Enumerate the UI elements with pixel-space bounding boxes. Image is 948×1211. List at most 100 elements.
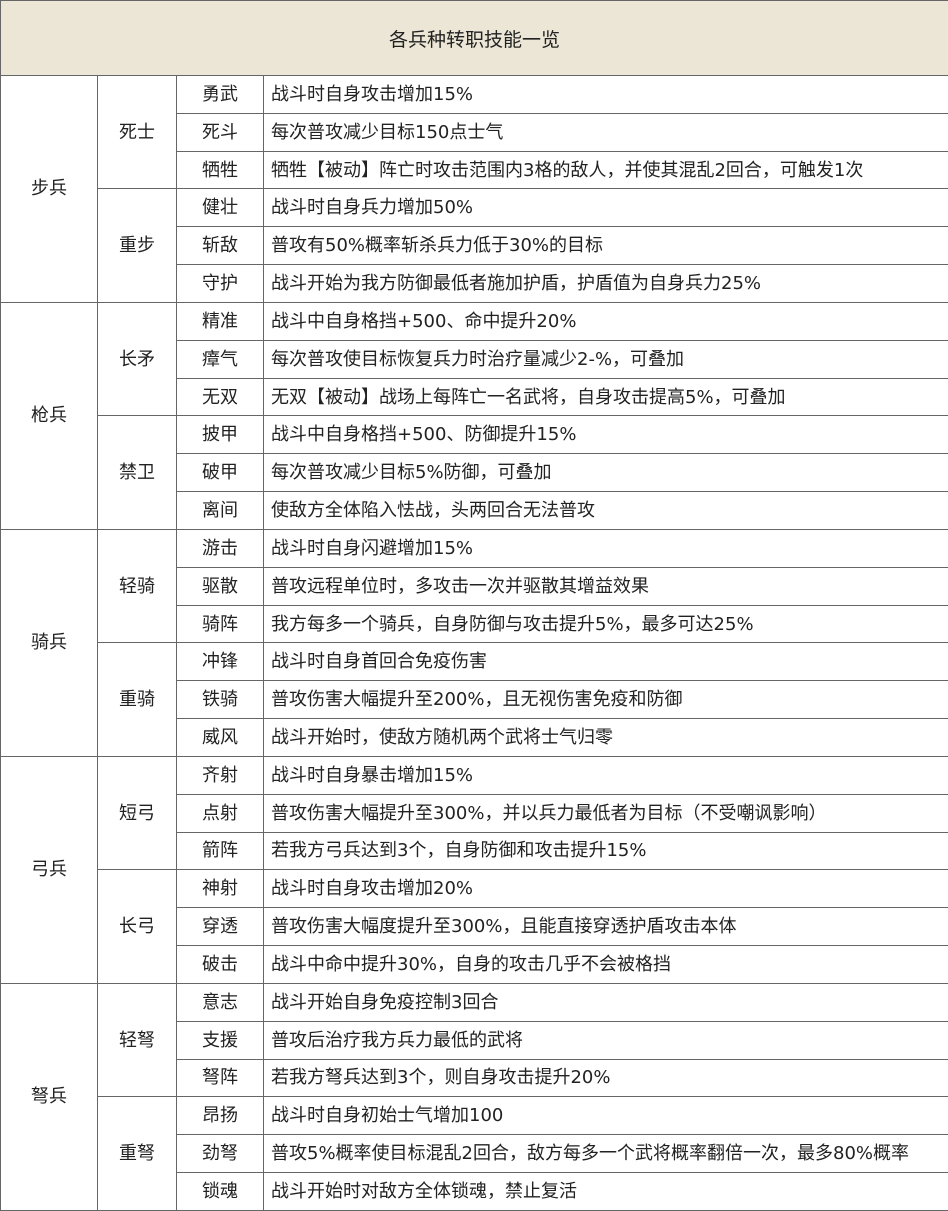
class-name: 长矛 xyxy=(97,301,177,417)
skill-row: 穿透 普攻伤害大幅度提升至300%，且能直接穿透护盾攻击本体 xyxy=(1,907,948,947)
class-name: 短弓 xyxy=(97,755,177,871)
skill-row: 无双 无双【被动】战场上每阵亡一名武将，自身攻击提高5%，可叠加 xyxy=(1,377,948,417)
troop-type: 弩兵 xyxy=(0,982,98,1211)
skill-desc: 使敌方全体陷入怯战，头两回合无法普攻 xyxy=(262,491,948,530)
skill-desc: 战斗时自身暴击增加15% xyxy=(262,755,948,795)
troop-type: 骑兵 xyxy=(0,528,98,757)
header-row: 各兵种转职技能一览 xyxy=(0,0,948,76)
skill-name: 斩敌 xyxy=(176,226,264,266)
skill-row: 禁卫 披甲 战斗中自身格挡+500、防御提升15% xyxy=(1,415,948,530)
skill-row: 牺牲 牺牲【被动】阵亡时攻击范围内3格的敌人，并使其混乱2回合，可触发1次 xyxy=(1,150,948,190)
skill-desc: 普攻有50%概率斩杀兵力低于30%的目标 xyxy=(262,226,948,266)
skill-row: 破甲 每次普攻减少目标5%防御，可叠加 xyxy=(1,453,948,493)
class-name: 长弓 xyxy=(97,869,177,984)
skill-row: 离间 使敌方全体陷入怯战，头两回合无法普攻 xyxy=(1,491,948,530)
skill-row: 锁魂 战斗开始时对敌方全体锁魂，禁止复活 xyxy=(1,1172,948,1211)
skill-row: 步兵 死士 勇武 战斗时自身攻击增加15% xyxy=(0,74,948,303)
skill-desc: 战斗时自身闪避增加15% xyxy=(262,528,948,568)
class-name: 轻骑 xyxy=(97,528,177,644)
table-title: 各兵种转职技能一览 xyxy=(0,0,948,76)
skill-desc: 牺牲【被动】阵亡时攻击范围内3格的敌人，并使其混乱2回合，可触发1次 xyxy=(262,150,948,190)
skill-row: 骑阵 我方每多一个骑兵，自身防御与攻击提升5%，最多可达25% xyxy=(1,604,948,644)
skill-row: 威风 战斗开始时，使敌方随机两个武将士气归零 xyxy=(1,718,948,757)
skill-name: 骑阵 xyxy=(176,604,264,644)
skill-name: 冲锋 xyxy=(176,642,264,682)
skill-row: 弩阵 若我方弩兵达到3个，则自身攻击提升20% xyxy=(1,1058,948,1098)
skill-name: 锁魂 xyxy=(176,1172,264,1211)
skill-desc: 战斗时自身攻击增加15% xyxy=(262,75,948,114)
skill-desc: 战斗中自身格挡+500、防御提升15% xyxy=(262,415,948,455)
skill-row: 枪兵 长矛 精准 战斗中自身格挡+500、命中提升20% xyxy=(0,301,948,530)
skill-name: 勇武 xyxy=(176,75,264,114)
skill-name: 支援 xyxy=(176,1020,264,1060)
skill-row: 重骑 冲锋 战斗时自身首回合免疫伤害 xyxy=(1,642,948,757)
class-name: 轻弩 xyxy=(97,982,177,1098)
skill-row: 骑兵 轻骑 游击 战斗时自身闪避增加15% xyxy=(0,528,948,757)
skill-name: 破甲 xyxy=(176,453,264,493)
skill-name: 神射 xyxy=(176,869,264,909)
skill-desc: 战斗中命中提升30%，自身的攻击几乎不会被格挡 xyxy=(262,945,948,984)
skill-desc: 普攻伤害大幅提升至300%，并以兵力最低者为目标（不受嘲讽影响） xyxy=(262,793,948,833)
skill-desc: 战斗开始自身免疫控制3回合 xyxy=(262,982,948,1022)
skill-row: 破击 战斗中命中提升30%，自身的攻击几乎不会被格挡 xyxy=(1,945,948,984)
skill-desc: 战斗时自身兵力增加50% xyxy=(262,188,948,228)
skill-name: 箭阵 xyxy=(176,831,264,871)
skill-desc: 我方每多一个骑兵，自身防御与攻击提升5%，最多可达25% xyxy=(262,604,948,644)
skill-name: 离间 xyxy=(176,491,264,530)
skill-name: 无双 xyxy=(176,377,264,417)
class-name: 死士 xyxy=(97,74,177,190)
skill-name: 驱散 xyxy=(176,566,264,606)
table-body: 步兵 死士 勇武 战斗时自身攻击增加15% 死斗 每次普攻减少目标150点士气 牺牲 牺牲【被… xyxy=(0,74,948,1211)
skill-desc: 战斗时自身首回合免疫伤害 xyxy=(262,642,948,682)
skill-desc: 战斗开始时对敌方全体锁魂，禁止复活 xyxy=(262,1172,948,1211)
troop-type: 步兵 xyxy=(0,75,98,303)
skill-name: 死斗 xyxy=(176,112,264,152)
skill-desc: 无双【被动】战场上每阵亡一名武将，自身攻击提高5%，可叠加 xyxy=(262,377,948,417)
skill-desc: 普攻伤害大幅提升至200%，且无视伤害免疫和防御 xyxy=(262,680,948,720)
skill-name: 意志 xyxy=(176,982,264,1022)
skill-row: 重步 健壮 战斗时自身兵力增加50% xyxy=(1,188,948,303)
skill-name: 披甲 xyxy=(176,415,264,455)
skill-desc: 战斗时自身攻击增加20% xyxy=(262,869,948,909)
skill-row: 长弓 神射 战斗时自身攻击增加20% xyxy=(1,869,948,984)
skill-row: 守护 战斗开始为我方防御最低者施加护盾，护盾值为自身兵力25% xyxy=(1,264,948,303)
skill-name: 破击 xyxy=(176,945,264,984)
skill-desc: 普攻5%概率使目标混乱2回合，敌方每多一个武将概率翻倍一次，最多80%概率 xyxy=(262,1134,948,1174)
skill-row: 点射 普攻伤害大幅提升至300%，并以兵力最低者为目标（不受嘲讽影响） xyxy=(1,793,948,833)
class-name: 重骑 xyxy=(97,642,177,757)
skill-desc: 战斗开始时，使敌方随机两个武将士气归零 xyxy=(262,718,948,757)
skill-name: 守护 xyxy=(176,264,264,303)
skill-desc: 每次普攻减少目标5%防御，可叠加 xyxy=(262,453,948,493)
class-name: 重步 xyxy=(97,188,177,303)
skill-desc: 每次普攻减少目标150点士气 xyxy=(262,112,948,152)
skill-desc: 战斗时自身初始士气增加100 xyxy=(262,1096,948,1136)
skill-name: 齐射 xyxy=(176,755,264,795)
skill-name: 健壮 xyxy=(176,188,264,228)
skill-desc: 战斗中自身格挡+500、命中提升20% xyxy=(262,301,948,341)
skill-row: 铁骑 普攻伤害大幅提升至200%，且无视伤害免疫和防御 xyxy=(1,680,948,720)
skill-desc: 每次普攻使目标恢复兵力时治疗量减少2-%，可叠加 xyxy=(262,339,948,379)
skill-name: 精准 xyxy=(176,301,264,341)
class-name: 禁卫 xyxy=(97,415,177,530)
skill-desc: 若我方弩兵达到3个，则自身攻击提升20% xyxy=(262,1058,948,1098)
skill-name: 瘴气 xyxy=(176,339,264,379)
troop-type: 枪兵 xyxy=(0,301,98,530)
skill-row: 重弩 昂扬 战斗时自身初始士气增加100 xyxy=(1,1096,948,1211)
skill-row: 弩兵 轻弩 意志 战斗开始自身免疫控制3回合 xyxy=(0,982,948,1211)
skill-name: 铁骑 xyxy=(176,680,264,720)
skill-row: 死斗 每次普攻减少目标150点士气 xyxy=(1,112,948,152)
skill-name: 点射 xyxy=(176,793,264,833)
skill-desc: 战斗开始为我方防御最低者施加护盾，护盾值为自身兵力25% xyxy=(262,264,948,303)
skill-name: 穿透 xyxy=(176,907,264,947)
skill-name: 牺牲 xyxy=(176,150,264,190)
skill-name: 昂扬 xyxy=(176,1096,264,1136)
skill-desc: 普攻伤害大幅度提升至300%，且能直接穿透护盾攻击本体 xyxy=(262,907,948,947)
skill-desc: 若我方弓兵达到3个，自身防御和攻击提升15% xyxy=(262,831,948,871)
troop-type: 弓兵 xyxy=(0,755,98,984)
skill-desc: 普攻后治疗我方兵力最低的武将 xyxy=(262,1020,948,1060)
skill-desc: 普攻远程单位时，多攻击一次并驱散其增益效果 xyxy=(262,566,948,606)
skill-row: 斩敌 普攻有50%概率斩杀兵力低于30%的目标 xyxy=(1,226,948,266)
skill-name: 弩阵 xyxy=(176,1058,264,1098)
